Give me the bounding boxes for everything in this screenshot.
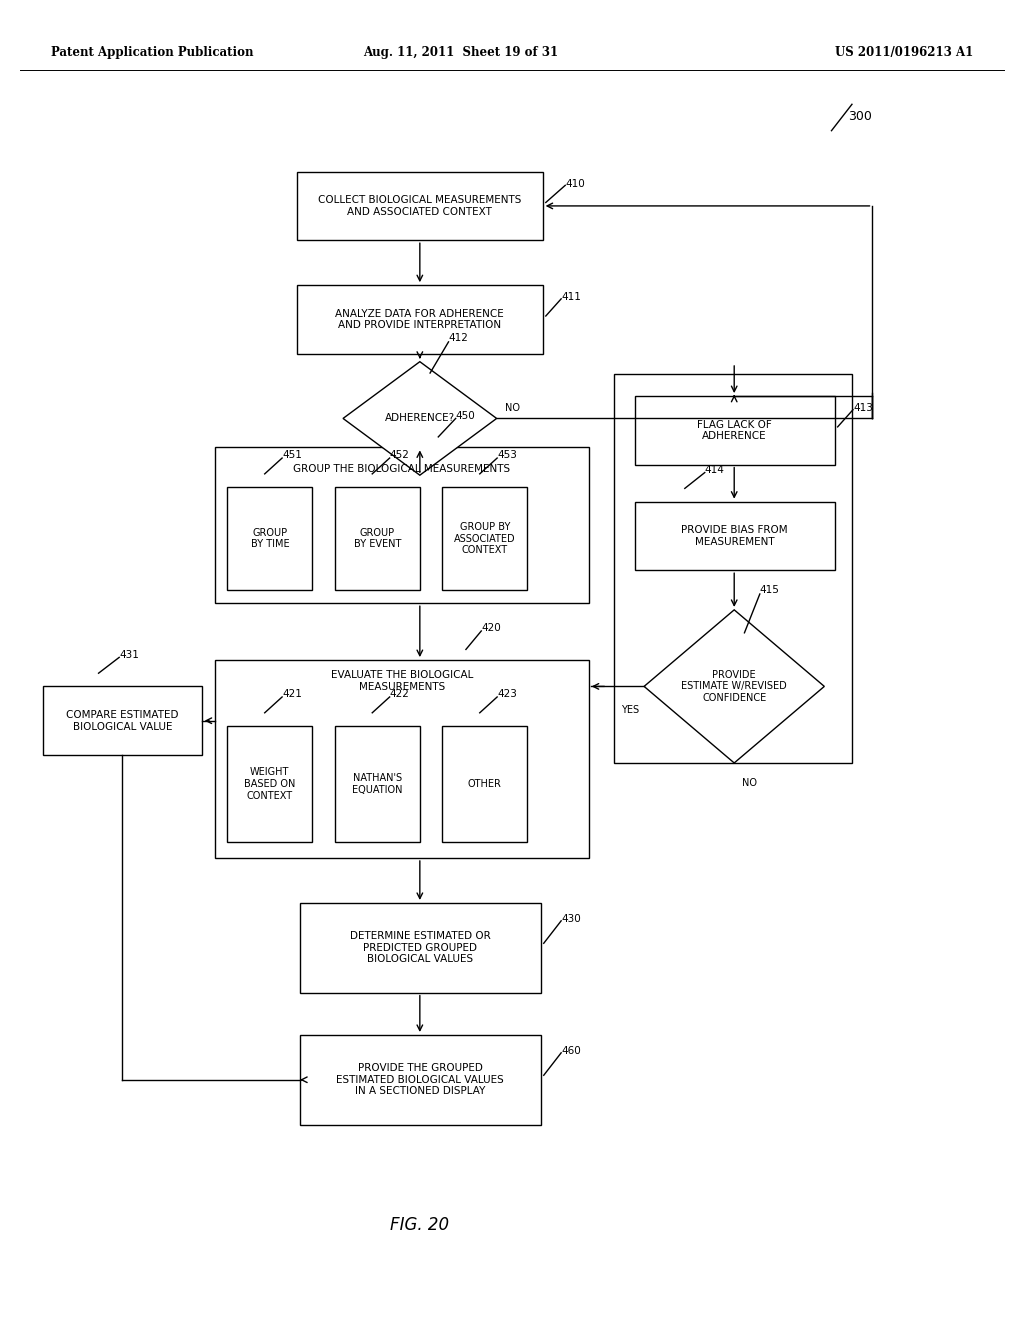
Text: NATHAN'S
EQUATION: NATHAN'S EQUATION bbox=[352, 774, 402, 795]
Text: DETERMINE ESTIMATED OR
PREDICTED GROUPED
BIOLOGICAL VALUES: DETERMINE ESTIMATED OR PREDICTED GROUPED… bbox=[350, 931, 490, 965]
Bar bbox=[442, 726, 527, 842]
Text: 300: 300 bbox=[848, 110, 871, 123]
Text: COMPARE ESTIMATED
BIOLOGICAL VALUE: COMPARE ESTIMATED BIOLOGICAL VALUE bbox=[67, 710, 178, 731]
Text: 420: 420 bbox=[481, 623, 501, 634]
Text: 422: 422 bbox=[389, 689, 410, 700]
Text: ADHERENCE?: ADHERENCE? bbox=[385, 413, 455, 424]
Text: NO: NO bbox=[505, 403, 520, 413]
Text: YES: YES bbox=[389, 490, 408, 500]
Text: 430: 430 bbox=[561, 913, 581, 924]
Text: 453: 453 bbox=[498, 450, 517, 461]
Bar bbox=[335, 487, 420, 590]
Bar bbox=[300, 1035, 541, 1125]
Bar bbox=[635, 502, 835, 570]
Text: ANALYZE DATA FOR ADHERENCE
AND PROVIDE INTERPRETATION: ANALYZE DATA FOR ADHERENCE AND PROVIDE I… bbox=[336, 309, 504, 330]
Text: COLLECT BIOLOGICAL MEASUREMENTS
AND ASSOCIATED CONTEXT: COLLECT BIOLOGICAL MEASUREMENTS AND ASSO… bbox=[318, 195, 521, 216]
Polygon shape bbox=[343, 362, 497, 475]
Bar bbox=[635, 396, 835, 465]
Bar bbox=[215, 660, 589, 858]
Text: GROUP THE BIOLOGICAL MEASUREMENTS: GROUP THE BIOLOGICAL MEASUREMENTS bbox=[293, 463, 511, 474]
Bar bbox=[335, 726, 420, 842]
Text: Patent Application Publication: Patent Application Publication bbox=[51, 46, 254, 59]
Text: 451: 451 bbox=[283, 450, 302, 461]
Text: EVALUATE THE BIOLOGICAL
MEASUREMENTS: EVALUATE THE BIOLOGICAL MEASUREMENTS bbox=[331, 671, 473, 692]
Text: Aug. 11, 2011  Sheet 19 of 31: Aug. 11, 2011 Sheet 19 of 31 bbox=[364, 46, 558, 59]
Text: 450: 450 bbox=[456, 411, 475, 421]
Text: YES: YES bbox=[621, 705, 639, 715]
Text: 421: 421 bbox=[283, 689, 302, 700]
Text: 413: 413 bbox=[853, 404, 872, 413]
Bar bbox=[227, 726, 312, 842]
Text: OTHER: OTHER bbox=[468, 779, 502, 789]
Text: 423: 423 bbox=[498, 689, 517, 700]
Bar bbox=[297, 285, 543, 354]
Text: 460: 460 bbox=[561, 1045, 581, 1056]
Text: 411: 411 bbox=[561, 293, 581, 302]
Bar bbox=[215, 447, 589, 603]
Bar bbox=[43, 686, 202, 755]
Text: FLAG LACK OF
ADHERENCE: FLAG LACK OF ADHERENCE bbox=[697, 420, 772, 441]
Text: US 2011/0196213 A1: US 2011/0196213 A1 bbox=[835, 46, 973, 59]
Text: 410: 410 bbox=[565, 180, 585, 189]
Text: 431: 431 bbox=[119, 649, 139, 660]
Text: PROVIDE THE GROUPED
ESTIMATED BIOLOGICAL VALUES
IN A SECTIONED DISPLAY: PROVIDE THE GROUPED ESTIMATED BIOLOGICAL… bbox=[337, 1063, 504, 1097]
Text: 412: 412 bbox=[449, 333, 468, 343]
Text: WEIGHT
BASED ON
CONTEXT: WEIGHT BASED ON CONTEXT bbox=[244, 767, 296, 801]
Bar bbox=[297, 172, 543, 240]
Bar bbox=[227, 487, 312, 590]
Text: 452: 452 bbox=[389, 450, 410, 461]
Text: GROUP BY
ASSOCIATED
CONTEXT: GROUP BY ASSOCIATED CONTEXT bbox=[454, 521, 516, 556]
Bar bbox=[300, 903, 541, 993]
Text: NO: NO bbox=[742, 777, 758, 788]
Text: 415: 415 bbox=[760, 585, 779, 595]
Text: GROUP
BY EVENT: GROUP BY EVENT bbox=[353, 528, 401, 549]
Text: FIG. 20: FIG. 20 bbox=[390, 1216, 450, 1234]
Polygon shape bbox=[644, 610, 824, 763]
Bar bbox=[442, 487, 527, 590]
Text: PROVIDE BIAS FROM
MEASUREMENT: PROVIDE BIAS FROM MEASUREMENT bbox=[681, 525, 788, 546]
Text: GROUP
BY TIME: GROUP BY TIME bbox=[251, 528, 289, 549]
Text: PROVIDE
ESTIMATE W/REVISED
CONFIDENCE: PROVIDE ESTIMATE W/REVISED CONFIDENCE bbox=[681, 669, 787, 704]
Text: 414: 414 bbox=[705, 465, 725, 475]
Bar bbox=[614, 374, 852, 763]
